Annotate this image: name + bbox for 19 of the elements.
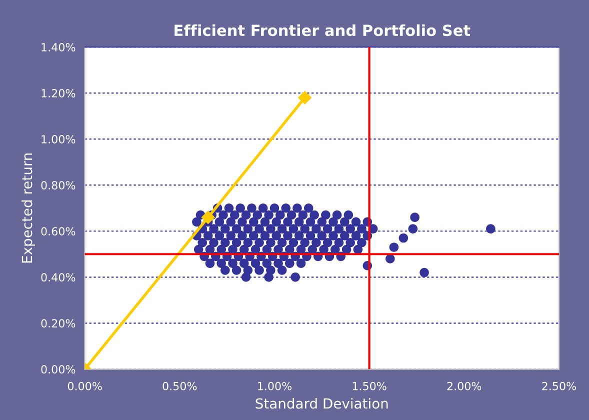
chart-title: Efficient Frontier and Portfolio Set: [174, 24, 470, 36]
y-tick-label: 0.20%: [41, 319, 76, 328]
y-tick-label: 1.20%: [42, 89, 76, 98]
x-tick-label: 1.00%: [258, 382, 292, 390]
x-tick-label: 1.50%: [352, 382, 386, 390]
y-tick-label: 0.40%: [41, 273, 76, 282]
y-axis-title: Expected return: [21, 153, 35, 263]
point: [202, 210, 215, 224]
y-tick-label: 0.60%: [41, 227, 76, 236]
x-tick-label: 2.00%: [447, 382, 482, 390]
x-tick-label: 0.00%: [68, 382, 102, 390]
x-tick-label: 2.50%: [542, 382, 576, 390]
y-tick-label: 1.00%: [42, 135, 76, 144]
x-axis-title: Standard Deviation: [256, 398, 388, 409]
y-tick-label: 0.80%: [41, 181, 76, 190]
point: [298, 91, 312, 104]
x-tick-label: 0.50%: [162, 382, 197, 390]
y-tick-label: 0.00%: [41, 365, 76, 374]
y-tick-label: 1.40%: [42, 43, 76, 52]
